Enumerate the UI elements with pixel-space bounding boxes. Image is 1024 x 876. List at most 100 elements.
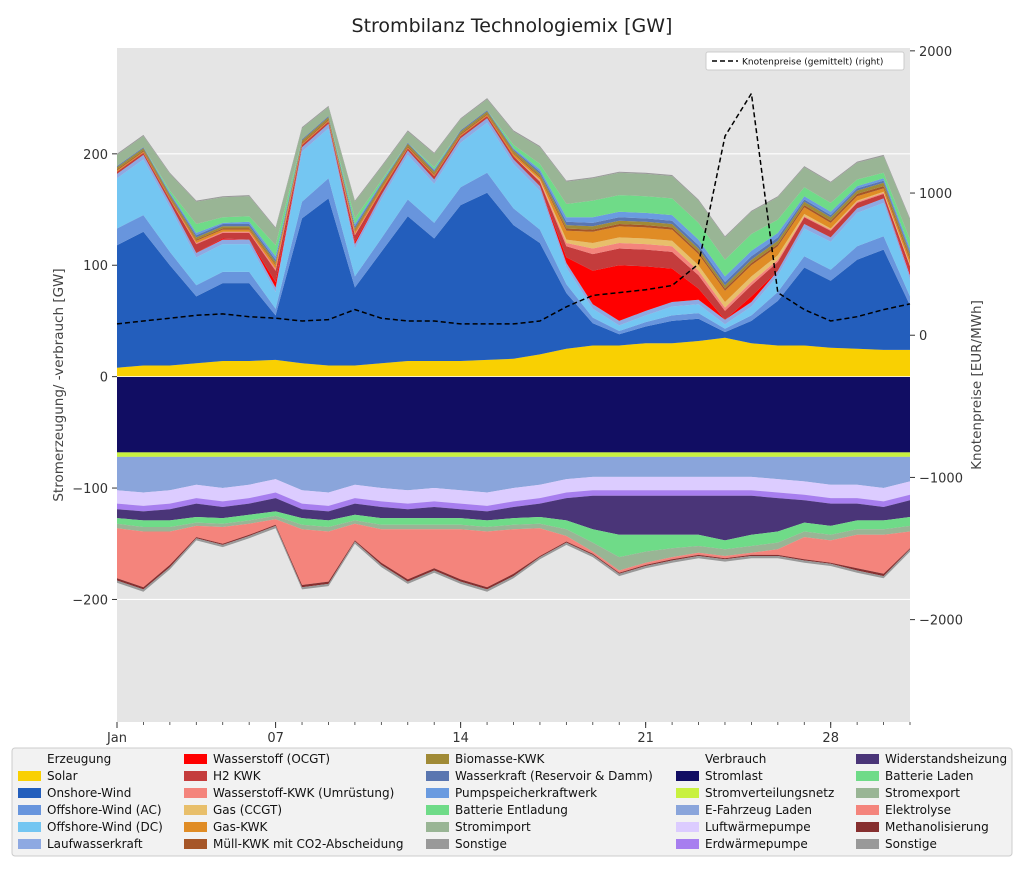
legend-swatch: [676, 771, 699, 781]
legend-label: Wasserstoff-KWK (Umrüstung): [213, 786, 394, 800]
legend-label: Gas (CCGT): [213, 803, 282, 817]
consumption-area-3: [117, 476, 910, 506]
x-tick-label: 21: [637, 731, 654, 746]
y-tick-label: 0: [100, 371, 108, 386]
legend-swatch: [856, 822, 879, 832]
legend-swatch: [856, 788, 879, 798]
generation-area-6: [117, 116, 910, 320]
legend-header: Verbrauch: [705, 752, 766, 766]
legend-label: E-Fahrzeug Laden: [705, 803, 812, 817]
x-axis-ticks: Jan 07 14 21 28: [106, 722, 911, 746]
legend-box: [11, 747, 1013, 857]
x-tick-label: 14: [452, 731, 469, 746]
legend-swatch: [18, 788, 41, 798]
legend-swatch: [184, 839, 207, 849]
y-axis-ticks: 200 100 0 −100 −200: [72, 148, 117, 608]
legend-swatch: [676, 839, 699, 849]
legend-swatch: [426, 839, 449, 849]
x-tick-label: 28: [822, 731, 839, 746]
y2-tick-label: 1000: [919, 187, 952, 202]
legend-swatch: [184, 771, 207, 781]
y2-axis-ticks: 2000 1000 0 −1000 −2000: [910, 45, 963, 629]
legend-swatch: [426, 805, 449, 815]
y-axis-label: Stromerzeugung/ -verbrauch [GW]: [51, 268, 67, 501]
legend-swatch: [426, 754, 449, 764]
line-legend-label: Knotenpreise (gemittelt) (right): [742, 58, 883, 68]
legend-swatch: [676, 805, 699, 815]
legend-header: Erzeugung: [47, 752, 111, 766]
y2-tick-label: 2000: [919, 45, 952, 60]
stacked-areas: [117, 98, 910, 592]
legend-label: Wasserstoff (OCGT): [213, 752, 330, 766]
legend-swatch: [426, 822, 449, 832]
consumption-area-7: [117, 515, 910, 571]
line-legend: Knotenpreise (gemittelt) (right): [705, 51, 905, 71]
legend-swatch: [184, 805, 207, 815]
legend-swatch: [184, 788, 207, 798]
legend-swatch: [676, 822, 699, 832]
x-tick-label: 07: [267, 731, 284, 746]
x-tick-label: Jan: [106, 731, 127, 746]
y-tick-label: −100: [72, 482, 108, 497]
legend-swatch: [184, 822, 207, 832]
legend-label: Wasserkraft (Reservoir & Damm): [455, 769, 653, 783]
legend: Erzeugung Solar Onshore-Wind Offshore-Wind …: [18, 752, 1007, 851]
legend-swatch: [856, 771, 879, 781]
y-tick-label: 100: [83, 259, 108, 274]
legend-swatch: [18, 839, 41, 849]
y2-tick-label: 0: [919, 329, 927, 344]
price-line-group: [116, 91, 911, 325]
legend-swatch: [18, 805, 41, 815]
legend-label: Onshore-Wind: [47, 786, 131, 800]
legend-label: H2 KWK: [213, 769, 262, 783]
legend-label: Sonstige: [455, 837, 507, 851]
legend-label: Laufwasserkraft: [47, 837, 143, 851]
y2-tick-label: −1000: [919, 471, 963, 486]
legend-label: Biomasse-KWK: [455, 752, 545, 766]
legend-label: Offshore-Wind (AC): [47, 803, 162, 817]
legend-swatch: [18, 771, 41, 781]
legend-label: Stromexport: [885, 786, 960, 800]
legend-swatch: [856, 754, 879, 764]
legend-label: Gas-KWK: [213, 820, 269, 834]
legend-label: Stromverteilungsnetz: [705, 786, 834, 800]
consumption-area-2: [117, 456, 910, 493]
line-legend-box: [705, 51, 905, 71]
legend-label: Pumpspeicherkraftwerk: [455, 786, 597, 800]
legend-label: Methanolisierung: [885, 820, 989, 834]
generation-area-15: [117, 99, 910, 260]
legend-swatch: [184, 754, 207, 764]
consumption-area-1: [117, 452, 910, 457]
legend-label: Elektrolyse: [885, 803, 951, 817]
y-tick-label: −200: [72, 593, 108, 608]
legend-label: Stromimport: [455, 820, 531, 834]
legend-swatch: [856, 839, 879, 849]
generation-area-1: [117, 192, 910, 368]
legend-label: Müll-KWK mit CO2-Abscheidung: [213, 837, 403, 851]
y2-tick-label: −2000: [919, 614, 963, 629]
consumption-area-6: [117, 511, 910, 558]
generation-area-0: [117, 337, 910, 377]
legend-label: Batterie Entladung: [455, 803, 568, 817]
price-line: [116, 91, 911, 325]
legend-swatch: [676, 788, 699, 798]
legend-label: Luftwärmepumpe: [705, 820, 811, 834]
legend-label: Stromlast: [705, 769, 763, 783]
legend-swatch: [18, 822, 41, 832]
y2-axis-label: Knotenpreise [EUR/MWh]: [969, 300, 985, 470]
legend-label: Widerstandsheizung: [885, 752, 1007, 766]
consumption-area-0: [117, 376, 910, 453]
legend-label: Solar: [47, 769, 78, 783]
legend-label: Erdwärmepumpe: [705, 837, 808, 851]
legend-label: Offshore-Wind (DC): [47, 820, 163, 834]
legend-label: Sonstige: [885, 837, 937, 851]
chart-title: Strombilanz Technologiemix [GW]: [352, 15, 673, 37]
generation-area-4: [117, 118, 910, 326]
y-tick-label: 200: [83, 148, 108, 163]
legend-swatch: [426, 788, 449, 798]
generation-area-3: [117, 122, 910, 331]
consumption-area-8: [117, 519, 910, 588]
legend-swatch: [426, 771, 449, 781]
legend-swatch: [856, 805, 879, 815]
